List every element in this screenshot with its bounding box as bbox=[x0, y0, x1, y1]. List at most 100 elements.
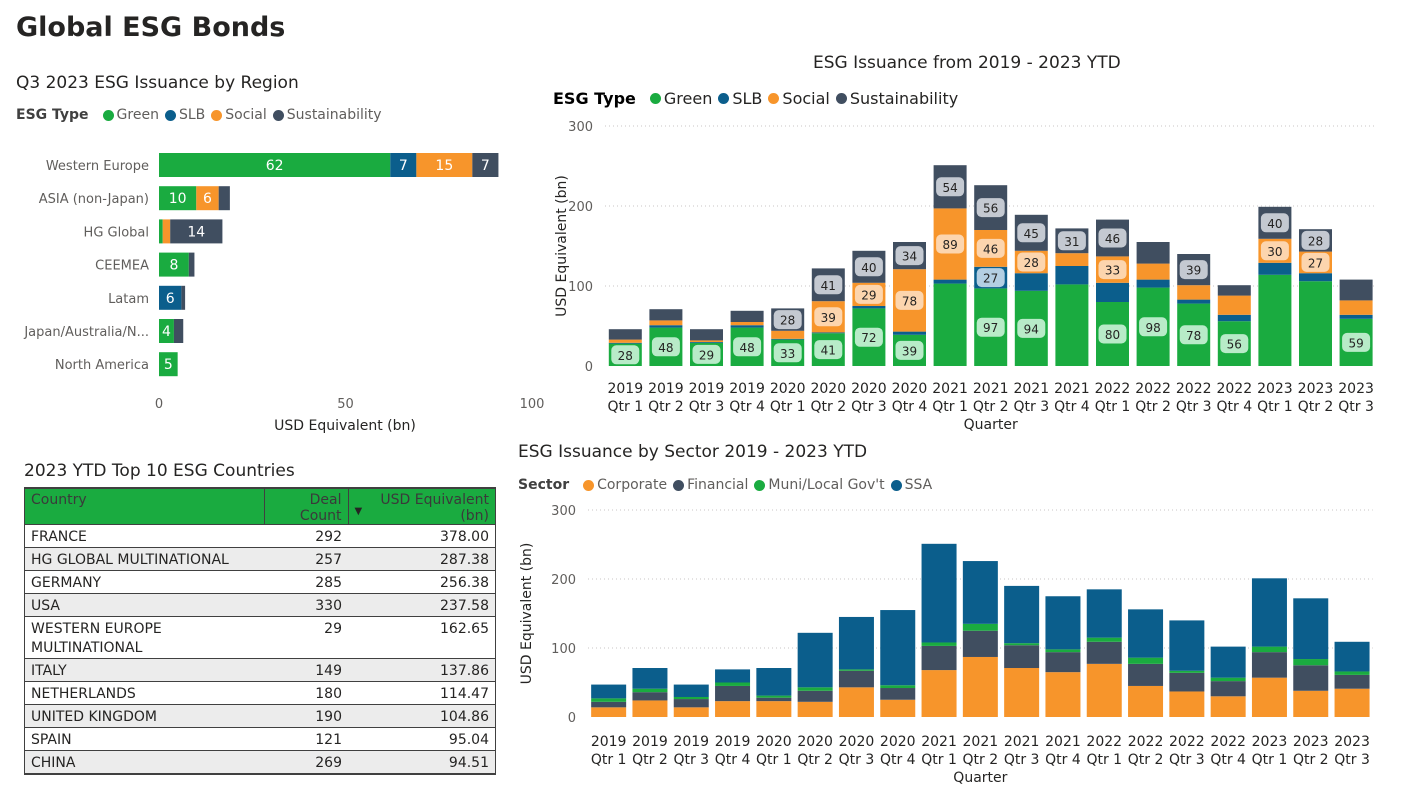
data-label-background bbox=[1220, 334, 1249, 354]
data-label-background bbox=[773, 310, 802, 330]
x-tick-label-quarter: Qtr 1 bbox=[756, 752, 792, 768]
data-label: 48 bbox=[658, 341, 673, 355]
quarterly-chart-legend: ESG Type Green SLB Social Sustainability bbox=[553, 89, 958, 108]
x-tick-label-year: 2021 bbox=[921, 734, 957, 750]
legend-financial-label[interactable]: Financial bbox=[687, 477, 749, 493]
x-tick-label-year: 2020 bbox=[880, 734, 916, 750]
legend-muni-label[interactable]: Muni/Local Gov't bbox=[768, 477, 885, 493]
legend-green-swatch bbox=[102, 109, 114, 121]
x-tick-label-year: 2021 bbox=[1045, 734, 1081, 750]
bar-segment bbox=[1136, 242, 1170, 264]
x-tick-label-quarter: Qtr 1 bbox=[1086, 752, 1122, 768]
table-row[interactable]: WESTERN EUROPE MULTINATIONAL 29 162.65 bbox=[25, 616, 495, 659]
legend-social-label[interactable]: Social bbox=[782, 89, 830, 108]
data-label: 98 bbox=[1145, 321, 1160, 335]
table-row[interactable]: CHINA 269 94.51 bbox=[25, 750, 495, 774]
x-tick-label-quarter: Qtr 4 bbox=[1216, 399, 1252, 415]
region-bar-segment bbox=[188, 252, 195, 277]
legend-ssa-label[interactable]: SSA bbox=[904, 477, 933, 493]
data-label: 54 bbox=[942, 181, 957, 195]
x-tick-label-year: 2019 bbox=[729, 381, 765, 397]
bar-segment bbox=[1334, 674, 1370, 689]
table-row[interactable]: ITALY 149 137.86 bbox=[25, 658, 495, 682]
data-label: 56 bbox=[983, 202, 998, 216]
bar-segment bbox=[880, 688, 916, 700]
table-row[interactable]: FRANCE 292 378.00 bbox=[25, 524, 495, 548]
data-label: 72 bbox=[861, 331, 876, 345]
bar-segment bbox=[1217, 314, 1251, 322]
x-tick-label-year: 2019 bbox=[591, 734, 627, 750]
legend-slb-label[interactable]: SLB bbox=[732, 89, 763, 108]
region-bar-segment bbox=[416, 153, 473, 177]
data-label-background bbox=[733, 337, 762, 357]
bar-segment bbox=[1210, 646, 1246, 678]
bar-segment bbox=[921, 543, 957, 643]
x-tick-label-year: 2022 bbox=[1135, 381, 1171, 397]
region-data-label: 7 bbox=[399, 158, 408, 174]
x-tick-label-year: 2021 bbox=[973, 381, 1009, 397]
region-chart-title: Q3 2023 ESG Issuance by Region bbox=[16, 73, 299, 93]
bar-segment bbox=[1293, 665, 1329, 691]
region-bar-segment bbox=[159, 153, 391, 177]
deal-count-cell: 269 bbox=[264, 750, 348, 774]
bar-segment bbox=[838, 669, 874, 671]
bar-segment bbox=[715, 701, 751, 717]
data-label-background bbox=[1301, 252, 1330, 272]
legend-title: ESG Type bbox=[553, 89, 636, 108]
legend-social-label[interactable]: Social bbox=[225, 107, 267, 123]
legend-green-label[interactable]: Green bbox=[116, 107, 159, 123]
region-bar-chart: Western Europe 62 7 15 7 ASIA (non-Japan) 10 6 H… bbox=[23, 153, 544, 434]
table-header-row: Country Deal Count USD Equivalent (bn) ▼ bbox=[25, 488, 495, 525]
data-label: 31 bbox=[1064, 235, 1079, 249]
legend-corporate-label[interactable]: Corporate bbox=[597, 477, 668, 493]
column-header-deal-count[interactable]: Deal Count bbox=[263, 488, 349, 525]
bar-segment bbox=[1086, 641, 1122, 664]
data-label: 78 bbox=[1186, 329, 1201, 343]
data-label-background bbox=[1139, 317, 1168, 337]
region-bar-segment bbox=[472, 153, 499, 177]
bar-segment bbox=[690, 340, 723, 342]
bar-segment bbox=[893, 331, 926, 335]
table-row[interactable]: SPAIN 121 95.04 bbox=[25, 727, 495, 751]
x-tick-label-quarter: Qtr 3 bbox=[1169, 752, 1205, 768]
legend-green-label[interactable]: Green bbox=[663, 89, 713, 108]
region-category-label: CEEMEA bbox=[95, 259, 149, 274]
deal-count-cell: 285 bbox=[264, 570, 348, 594]
table-row[interactable]: UNITED KINGDOM 190 104.86 bbox=[25, 704, 495, 728]
bar-segment bbox=[756, 701, 792, 717]
bar-segment bbox=[608, 329, 642, 340]
y-axis-title: USD Equivalent (bn) bbox=[554, 175, 570, 317]
bar-segment bbox=[632, 700, 668, 717]
legend-sustainability-label[interactable]: Sustainability bbox=[286, 107, 382, 123]
region-category-label: ASIA (non-Japan) bbox=[39, 192, 149, 207]
x-tick-label-quarter: Qtr 1 bbox=[921, 752, 957, 768]
usd-equivalent-cell: 237.58 bbox=[348, 593, 495, 617]
bar-segment bbox=[715, 669, 751, 683]
table-row[interactable]: NETHERLANDS 180 114.47 bbox=[25, 681, 495, 705]
legend-sustainability-label[interactable]: Sustainability bbox=[849, 89, 959, 108]
y-axis-title: USD Equivalent (bn) bbox=[519, 543, 535, 685]
bar-segment bbox=[811, 332, 845, 334]
data-label: 39 bbox=[1186, 264, 1201, 278]
bar-segment bbox=[1169, 670, 1205, 673]
x-tick-label-quarter: Qtr 1 bbox=[591, 752, 627, 768]
column-header-country[interactable]: Country bbox=[25, 488, 265, 525]
table-row[interactable]: GERMANY 285 256.38 bbox=[25, 570, 495, 594]
column-header-usd-equivalent[interactable]: USD Equivalent (bn) ▼ bbox=[347, 488, 495, 525]
legend-slb-label[interactable]: SLB bbox=[178, 107, 206, 123]
table-row[interactable]: HG GLOBAL MULTINATIONAL 257 287.38 bbox=[25, 547, 495, 571]
data-label-background bbox=[1017, 252, 1046, 272]
region-data-label: 8 bbox=[169, 258, 178, 274]
data-label: 27 bbox=[1308, 256, 1323, 270]
data-label: 56 bbox=[1227, 338, 1242, 352]
x-tick-label-quarter: Qtr 1 bbox=[607, 399, 643, 415]
bar-segment bbox=[1258, 262, 1292, 275]
x-tick-label-year: 2021 bbox=[1013, 381, 1049, 397]
region-x-axis-title: USD Equivalent (bn) bbox=[274, 418, 416, 434]
table-row[interactable]: USA 330 237.58 bbox=[25, 593, 495, 617]
data-label-background bbox=[1301, 230, 1330, 250]
region-data-label: 5 bbox=[164, 357, 173, 373]
x-tick-label-quarter: Qtr 3 bbox=[1338, 399, 1374, 415]
data-label-background bbox=[1017, 318, 1046, 338]
data-label-background bbox=[1179, 260, 1208, 280]
